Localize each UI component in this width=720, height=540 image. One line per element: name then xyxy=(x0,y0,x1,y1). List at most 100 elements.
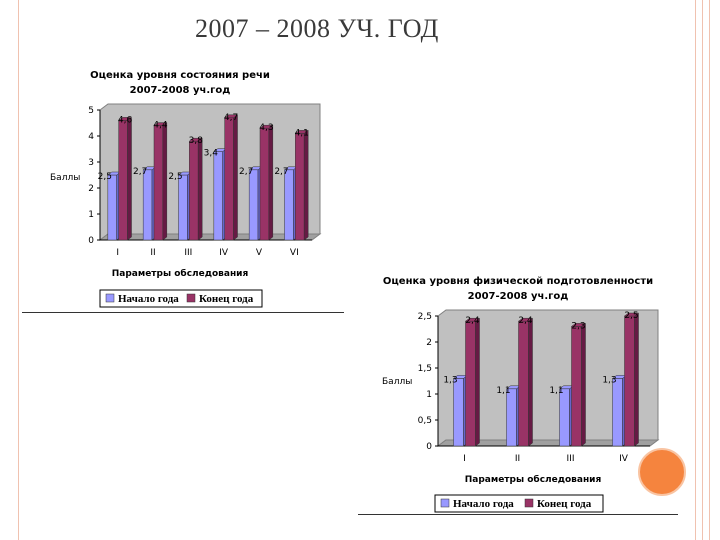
bar-side xyxy=(162,122,168,241)
bar-side xyxy=(475,317,480,447)
frame-line-right-2 xyxy=(702,0,703,540)
y-tick-label: 2 xyxy=(426,338,432,348)
bar-side xyxy=(233,114,238,241)
decorative-circle xyxy=(638,448,686,496)
bar xyxy=(107,174,117,241)
data-label: 1,1 xyxy=(549,386,563,396)
bar xyxy=(624,315,635,447)
y-tick-label: 0,5 xyxy=(418,416,432,426)
x-tick-label: IV xyxy=(219,248,229,258)
legend-box xyxy=(99,289,263,308)
x-axis-label: Параметры обследования xyxy=(465,474,602,485)
bar xyxy=(178,174,188,241)
data-label: 4,1 xyxy=(295,128,309,138)
bar xyxy=(518,320,529,447)
bar-side xyxy=(581,322,586,447)
chart-subtitle: 2007-2008 уч.год xyxy=(468,291,569,302)
bar xyxy=(295,133,305,241)
data-label: 3,8 xyxy=(189,136,204,146)
legend-box xyxy=(434,494,604,513)
data-label: 1,3 xyxy=(602,375,616,385)
y-axis-label: Баллы xyxy=(50,173,80,183)
y-tick-label: 5 xyxy=(88,106,94,116)
y-tick-label: 2 xyxy=(88,184,94,194)
bar xyxy=(189,140,199,241)
divider-line-left xyxy=(22,312,344,313)
bar xyxy=(465,320,476,447)
bar xyxy=(153,125,164,241)
x-tick-label: I xyxy=(116,248,119,258)
bar xyxy=(559,388,570,447)
frame-line-right-1 xyxy=(695,0,696,540)
bar-top xyxy=(223,114,239,119)
bar xyxy=(142,169,153,241)
data-label: 2,3 xyxy=(571,321,585,331)
x-tick-label: II xyxy=(515,454,520,464)
data-label: 4,4 xyxy=(153,121,168,131)
chart-title: Оценка уровня состояния речи xyxy=(90,70,270,81)
bar-top xyxy=(188,137,203,142)
bar-top xyxy=(294,130,309,134)
y-tick-label: 1,5 xyxy=(418,364,432,374)
x-tick-label: V xyxy=(256,248,263,258)
y-tick-label: 3 xyxy=(88,158,94,168)
bar xyxy=(612,378,623,447)
legend-swatch xyxy=(186,293,196,303)
data-label: 4,7 xyxy=(224,113,238,123)
data-label: 2,7 xyxy=(274,167,288,177)
chart-title: Оценка уровня физической подготовленност… xyxy=(383,275,653,287)
data-label: 2,5 xyxy=(624,311,638,321)
legend-label: Начало года xyxy=(453,498,514,510)
bar xyxy=(224,117,234,241)
frame-line-left xyxy=(18,0,19,540)
data-label: 2,5 xyxy=(168,172,182,182)
y-tick-label: 2,5 xyxy=(418,312,432,322)
y-tick-label: 1 xyxy=(88,210,94,220)
x-tick-label: III xyxy=(184,248,192,258)
x-tick-label: IV xyxy=(619,454,629,464)
legend-label: Начало года xyxy=(118,293,179,305)
x-tick-label: II xyxy=(150,248,155,258)
data-label: 2,7 xyxy=(239,167,253,177)
y-axis-label: Баллы xyxy=(382,377,412,387)
bar-top xyxy=(623,312,640,317)
legend-swatch xyxy=(105,293,115,303)
bar-side xyxy=(528,317,533,447)
x-tick-label: I xyxy=(463,454,466,464)
bar xyxy=(453,378,464,447)
bar-side xyxy=(268,124,274,241)
data-label: 1,1 xyxy=(496,386,510,396)
x-tick-label: III xyxy=(567,454,575,464)
chart-subtitle: 2007-2008 уч.год xyxy=(130,85,231,96)
data-label: 2,4 xyxy=(465,316,480,326)
data-label: 4,6 xyxy=(118,115,133,125)
bar-side xyxy=(197,137,203,241)
legend-label: Конец года xyxy=(537,498,592,510)
data-label: 2,5 xyxy=(98,172,112,182)
data-label: 4,3 xyxy=(259,123,273,133)
bar xyxy=(284,169,294,241)
data-label: 1,3 xyxy=(443,375,457,385)
slide-title: 2007 – 2008 УЧ. ГОД xyxy=(195,14,439,43)
bar xyxy=(259,127,270,241)
bar xyxy=(506,388,517,447)
bar-top xyxy=(570,323,587,327)
bar-side xyxy=(127,116,132,241)
y-tick-label: 0 xyxy=(88,236,94,246)
data-label: 3,4 xyxy=(204,149,219,159)
divider-line-right xyxy=(358,514,678,515)
frame-line-right-3 xyxy=(709,0,710,540)
y-tick-label: 0 xyxy=(426,442,432,452)
bar-top xyxy=(153,122,168,126)
data-label: 2,7 xyxy=(133,167,147,177)
physical-chart: Оценка уровня физической подготовленност… xyxy=(382,275,660,513)
bar-top xyxy=(517,317,534,322)
bar xyxy=(248,169,259,241)
legend-label: Конец года xyxy=(199,293,254,305)
bar xyxy=(571,326,582,447)
y-tick-label: 1 xyxy=(426,390,432,400)
legend-swatch xyxy=(440,498,450,508)
bar xyxy=(213,151,223,241)
x-tick-label: VI xyxy=(290,248,299,258)
bar-top xyxy=(464,317,481,322)
